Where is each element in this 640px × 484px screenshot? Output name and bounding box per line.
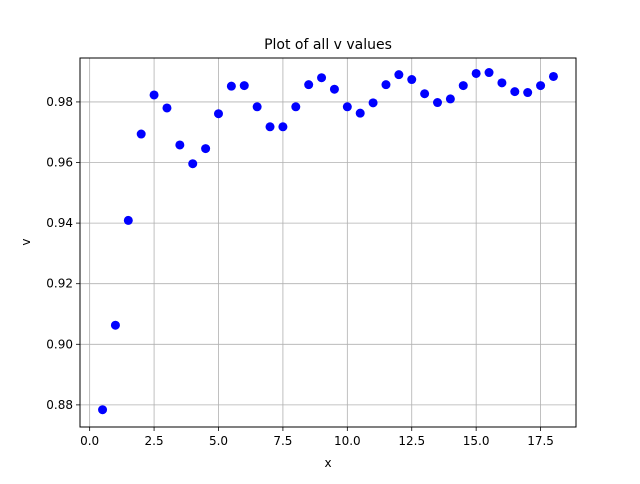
data-point [484,68,494,78]
x-tick-label: 12.5 [398,434,425,448]
data-point [149,90,159,100]
data-point [239,81,249,91]
data-point [381,80,391,90]
y-tick-label: 0.90 [46,337,73,351]
x-tick-label: 7.5 [273,434,292,448]
data-point [471,68,481,78]
data-point [536,81,546,91]
chart-title: Plot of all v values [264,37,392,53]
data-point [548,71,558,81]
x-tick-label: 15.0 [463,434,490,448]
grid-lines [80,58,576,427]
data-point [201,144,211,154]
x-tick-label: 5.0 [209,434,228,448]
data-points [98,68,558,415]
data-point [407,75,417,85]
data-point [317,73,327,83]
data-point [523,88,533,98]
data-point [355,108,365,118]
data-point [304,80,314,90]
x-tick-label: 2.5 [145,434,164,448]
data-point [226,81,236,91]
data-point [342,102,352,112]
data-point [445,94,455,104]
data-point [136,129,146,139]
data-point [394,70,404,80]
data-point [329,84,339,94]
data-point [188,159,198,169]
data-point [368,98,378,108]
data-point [265,122,275,132]
data-point [162,103,172,113]
y-tick-label: 0.92 [46,277,73,291]
axes-frame [79,57,577,428]
x-axis-label: x [324,456,331,470]
data-point [213,109,223,119]
x-tick-label: 17.5 [527,434,554,448]
x-tick-label: 10.0 [334,434,361,448]
data-point [110,320,120,330]
data-point [291,102,301,112]
y-tick-label: 0.94 [46,216,73,230]
y-tick-label: 0.96 [46,156,73,170]
y-axis-ticks: 0.88 0.90 0.92 0.94 0.96 0.98 [46,95,80,412]
y-tick-label: 0.98 [46,95,73,109]
y-tick-label: 0.88 [46,398,73,412]
data-point [278,122,288,132]
x-tick-label: 0.0 [80,434,99,448]
x-axis-ticks: 0.0 2.5 5.0 7.5 10.0 12.5 15.0 17.5 [80,427,554,448]
data-point [175,140,185,150]
data-point [458,81,468,91]
data-point [98,405,108,415]
data-point [252,102,262,112]
data-point [510,87,520,97]
data-point [433,98,443,108]
data-point [497,78,507,88]
data-point [420,89,430,99]
data-point [123,215,133,225]
y-axis-label: v [19,238,33,245]
